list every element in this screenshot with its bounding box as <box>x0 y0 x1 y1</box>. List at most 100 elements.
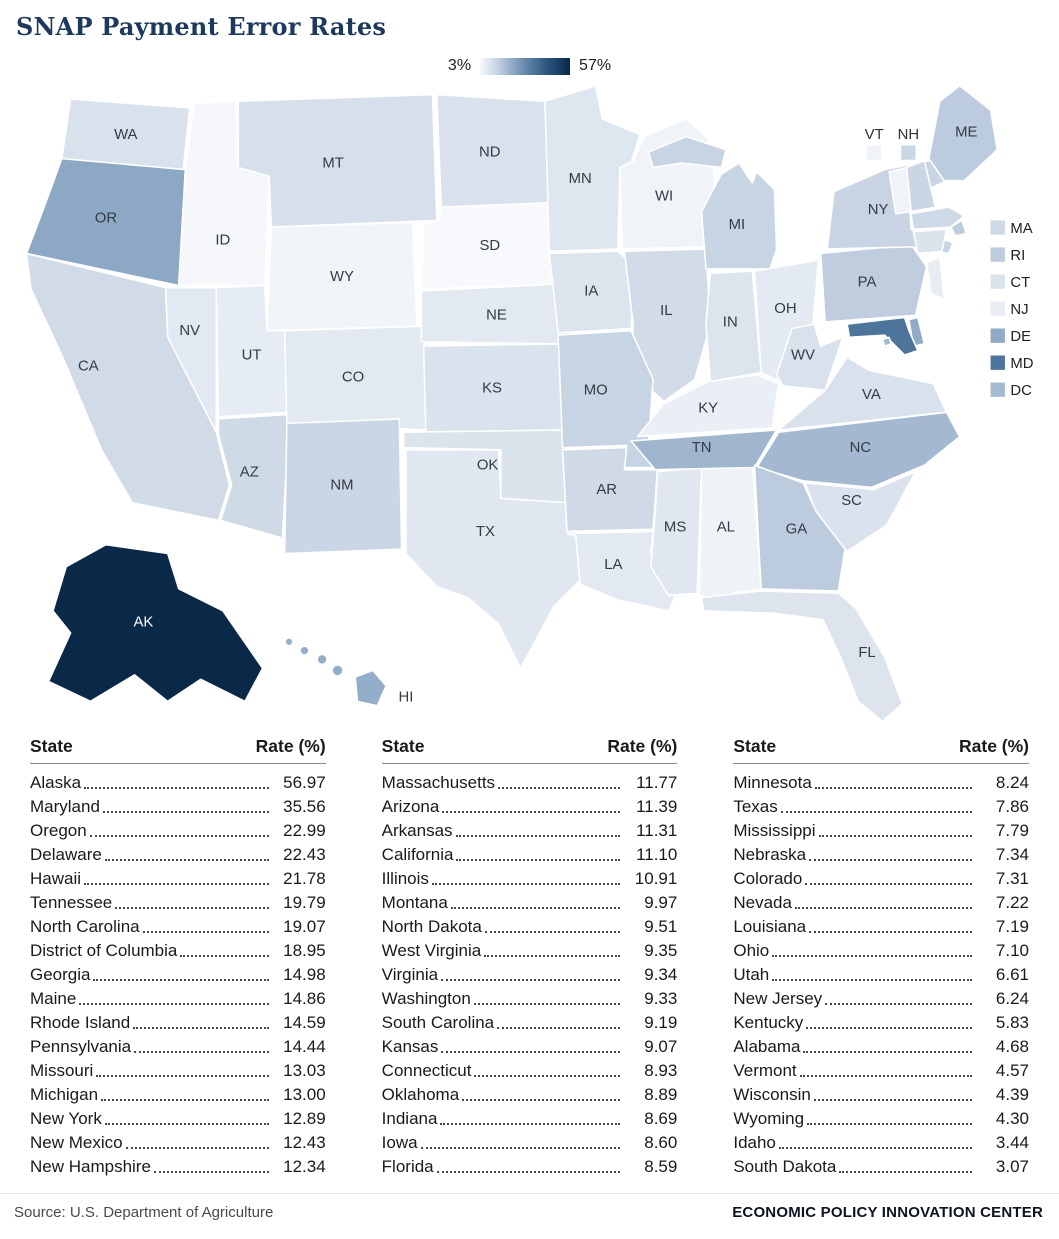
dot-leader <box>441 979 621 981</box>
table-row: Nebraska 7.34 <box>733 841 1029 865</box>
state-name: District of Columbia <box>30 941 178 960</box>
rate-value: 6.61 <box>995 965 1030 984</box>
table-header: State Rate (%) <box>733 736 1030 764</box>
state-name: Illinois <box>381 869 429 888</box>
state-label-ak: AK <box>134 614 154 630</box>
table-row: Alabama 4.68 <box>733 1033 1029 1057</box>
state-name: Tennessee <box>30 893 113 912</box>
rate-value: 9.97 <box>644 893 678 912</box>
dot-leader <box>79 1003 269 1005</box>
rate-value: 22.43 <box>283 845 326 864</box>
state-label-nc: NC <box>850 440 872 456</box>
dot-leader <box>431 883 621 885</box>
state-name: Mississippi <box>733 821 816 840</box>
rate-column-header: Rate (%) <box>255 736 326 756</box>
table-row: Washington 9.33 <box>382 985 678 1009</box>
table-column-3: State Rate (%) Minnesota 8.24 Texas 7.86 Missi… <box>733 736 1030 1177</box>
state-name: Colorado <box>733 869 803 888</box>
state-label-ca: CA <box>78 358 99 374</box>
state-name: Maine <box>30 989 77 1008</box>
small-state-swatch-de <box>990 328 1005 343</box>
rate-value: 18.95 <box>283 941 326 960</box>
table-row: Montana 9.97 <box>382 889 678 913</box>
rate-value: 14.86 <box>283 989 326 1008</box>
state-label-wy: WY <box>330 269 354 285</box>
dot-leader <box>125 1147 269 1149</box>
state-ri <box>950 219 968 237</box>
table-row: Colorado 7.31 <box>733 865 1029 889</box>
table-row: Maine 14.86 <box>30 985 326 1009</box>
small-state-swatch-md <box>990 355 1005 370</box>
dot-leader <box>456 859 621 861</box>
state-label-mo: MO <box>584 383 608 399</box>
state-hi-island-2 <box>299 645 310 656</box>
table-row: Illinois 10.91 <box>382 865 678 889</box>
state-hi-island-1 <box>284 637 294 647</box>
state-id <box>177 100 270 287</box>
dot-leader <box>102 811 269 813</box>
state-nj <box>925 257 946 301</box>
table-row: California 11.10 <box>382 841 678 865</box>
state-name: West Virginia <box>381 941 482 960</box>
rate-value: 8.59 <box>644 1157 678 1176</box>
legend-min-label: 3% <box>447 57 472 74</box>
dot-leader <box>803 1051 973 1053</box>
dot-leader <box>441 1051 621 1053</box>
dot-leader <box>497 1027 621 1029</box>
table-row: Connecticut 8.93 <box>382 1057 678 1081</box>
small-state-label-dc: DC <box>1010 383 1032 399</box>
rate-value: 4.39 <box>995 1085 1030 1104</box>
rate-value: 9.34 <box>644 965 678 984</box>
state-label-ny: NY <box>868 202 889 218</box>
state-ct <box>912 228 948 255</box>
small-state-swatch-ma <box>990 220 1005 235</box>
state-fl <box>700 590 904 722</box>
state-name: Wisconsin <box>733 1085 811 1104</box>
small-state-label-ct: CT <box>1010 275 1030 291</box>
state-label-me: ME <box>955 125 977 141</box>
table-row: Idaho 3.44 <box>733 1129 1029 1153</box>
state-label-mt: MT <box>322 155 343 171</box>
state-name: New Hampshire <box>30 1157 151 1176</box>
dot-leader <box>839 1171 973 1173</box>
small-state-swatch-ct <box>990 274 1005 289</box>
rate-value: 35.56 <box>283 797 326 816</box>
dot-leader <box>772 979 973 981</box>
dot-leader <box>142 931 269 933</box>
dot-leader <box>813 1099 973 1101</box>
rate-value: 10.91 <box>634 869 678 888</box>
state-name: Michigan <box>30 1085 99 1104</box>
state-name: Nebraska <box>733 845 807 864</box>
rate-value: 4.68 <box>995 1037 1030 1056</box>
state-label-ms: MS <box>664 519 686 535</box>
table-row: New Mexico 12.43 <box>30 1129 326 1153</box>
rate-value: 21.78 <box>283 869 326 888</box>
state-name: Massachusetts <box>381 773 496 792</box>
page-title: SNAP Payment Error Rates <box>16 12 387 41</box>
rate-value: 11.10 <box>636 845 678 864</box>
small-state-swatch-ri <box>990 247 1005 262</box>
dot-leader <box>814 787 973 789</box>
rate-tables: State Rate (%) Alaska 56.97 Maryland 35.56 Ore… <box>0 730 1059 1177</box>
dot-leader <box>799 1075 973 1077</box>
dot-leader <box>84 883 269 885</box>
state-label-id: ID <box>215 233 230 249</box>
small-state-label-de: DE <box>1010 329 1031 345</box>
rate-value: 7.86 <box>995 797 1030 816</box>
state-label-il: IL <box>660 303 672 319</box>
table-row: Wyoming 4.30 <box>733 1105 1029 1129</box>
rate-value: 8.69 <box>644 1109 678 1128</box>
state-name: Washington <box>381 989 471 1008</box>
table-row: Oregon 22.99 <box>30 817 326 841</box>
rate-value: 12.43 <box>283 1133 326 1152</box>
state-label-ne: NE <box>486 308 507 324</box>
dot-leader <box>805 883 973 885</box>
state-name: New Mexico <box>30 1133 123 1152</box>
state-nc <box>755 411 961 489</box>
state-name: Iowa <box>381 1133 418 1152</box>
dot-leader <box>462 1099 621 1101</box>
dot-leader <box>818 835 973 837</box>
rate-value: 7.22 <box>995 893 1030 912</box>
state-label-sd: SD <box>479 238 500 254</box>
rate-value: 11.77 <box>636 773 678 792</box>
